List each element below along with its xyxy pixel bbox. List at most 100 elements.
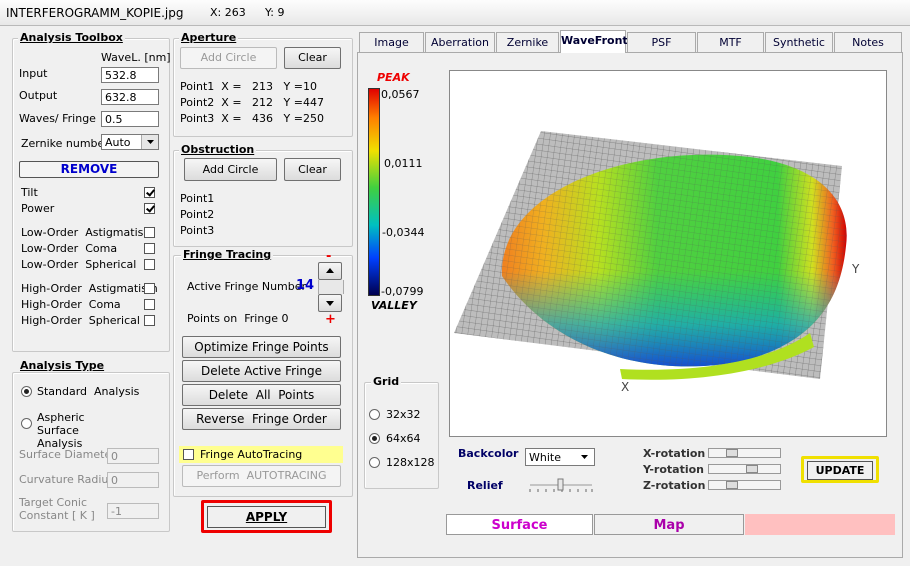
output-field[interactable]: 632.8 xyxy=(101,89,159,105)
view-tab[interactable]: Surface xyxy=(446,514,593,535)
checkbox[interactable] xyxy=(144,203,155,214)
tab[interactable]: Aberration xyxy=(425,32,495,52)
input-field: 0 xyxy=(107,472,159,488)
point-text: Point3 xyxy=(180,224,215,237)
slider-thumb[interactable] xyxy=(746,465,758,473)
tab[interactable]: Notes xyxy=(834,32,902,52)
tab[interactable]: Synthetic xyxy=(765,32,833,52)
checkbox-label: Power xyxy=(21,202,55,215)
delete-all-button[interactable]: Delete All Points xyxy=(182,384,341,406)
dropdown-arrow[interactable] xyxy=(577,450,593,464)
checkbox-label: High-Order Coma xyxy=(21,298,121,311)
checkbox-label: Low-Order Astigmatism xyxy=(21,226,155,239)
update-button[interactable]: UPDATE xyxy=(807,461,873,480)
plus-sign: + xyxy=(325,312,336,327)
group-title: Analysis Type xyxy=(18,359,107,372)
spin-down[interactable] xyxy=(318,294,342,312)
clear-button[interactable]: Clear xyxy=(284,47,341,69)
add-circle-button[interactable]: Add Circle xyxy=(184,158,277,181)
relief-slider[interactable] xyxy=(528,476,594,492)
view-tab[interactable]: Map xyxy=(594,514,744,535)
checkbox[interactable] xyxy=(144,227,155,238)
minus-sign: - xyxy=(326,249,332,264)
point-text: Point3 X = 436 Y =250 xyxy=(180,112,324,125)
color-bar xyxy=(368,88,380,296)
z-rotation-slider[interactable] xyxy=(708,480,781,490)
apply-frame[interactable]: APPLY xyxy=(201,500,332,533)
checkbox[interactable] xyxy=(144,315,155,326)
point-text: Point2 xyxy=(180,208,215,221)
peak-label: PEAK xyxy=(377,71,410,84)
checkbox[interactable] xyxy=(144,259,155,270)
radio[interactable] xyxy=(21,386,32,397)
delete-active-button[interactable]: Delete Active Fringe xyxy=(182,360,341,382)
axis-label-x: X xyxy=(621,380,629,394)
update-frame[interactable]: UPDATE xyxy=(801,456,879,483)
dropdown-arrow[interactable] xyxy=(141,135,158,149)
checkbox[interactable] xyxy=(144,299,155,310)
arrow-icon xyxy=(147,140,154,144)
slider-thumb[interactable] xyxy=(726,481,738,489)
checkbox[interactable] xyxy=(183,449,194,460)
axis-label-y: Y xyxy=(851,262,860,276)
tab[interactable]: Zernike xyxy=(496,32,559,52)
colorbar-tick: -0,0344 xyxy=(382,226,425,239)
arrow-icon xyxy=(326,301,334,306)
radio[interactable] xyxy=(369,409,380,420)
label: Y-rotation xyxy=(643,463,704,476)
point-text: Point2 X = 212 Y =447 xyxy=(180,96,324,109)
radio-label: 32x32 xyxy=(386,408,421,421)
analysis-type-group xyxy=(12,372,170,532)
radio-label: Aspheric Surface Analysis xyxy=(37,411,92,450)
input-field: 0 xyxy=(107,448,159,464)
tab[interactable]: PSF xyxy=(627,32,696,52)
label: Backcolor xyxy=(458,447,519,460)
radio[interactable] xyxy=(21,418,32,429)
group-title: Grid xyxy=(371,375,402,388)
tab[interactable]: MTF xyxy=(697,32,764,52)
group-title: Fringe Tracing xyxy=(181,248,274,261)
checkbox-label: High-Order Astigmatism xyxy=(21,282,158,295)
radio-label: Standard Analysis xyxy=(37,385,140,398)
colorbar-tick: 0,0111 xyxy=(384,157,423,170)
radio[interactable] xyxy=(369,457,380,468)
tab[interactable]: Image xyxy=(359,32,424,52)
add-circle-button: Add Circle xyxy=(180,47,277,69)
label: Curvature Radius xyxy=(19,473,115,486)
tab[interactable]: WaveFront xyxy=(560,30,628,53)
label: Output xyxy=(19,89,58,102)
slider-thumb[interactable] xyxy=(726,449,738,457)
label: Relief xyxy=(467,479,503,492)
checkbox[interactable] xyxy=(144,283,155,294)
label: Points on Fringe 0 xyxy=(187,312,289,325)
perform-button: Perform AUTOTRACING xyxy=(182,465,341,487)
grid-group xyxy=(364,382,439,489)
surface-skirt xyxy=(620,333,814,380)
spin-up[interactable] xyxy=(318,262,342,280)
point-text: Point1 X = 213 Y =10 xyxy=(180,80,317,93)
checkbox[interactable] xyxy=(144,243,155,254)
label: Zernike number xyxy=(21,137,109,150)
checkbox[interactable] xyxy=(144,187,155,198)
remove-button[interactable]: REMOVE xyxy=(19,161,159,178)
point-text: Point1 xyxy=(180,192,215,205)
label: Active Fringe Number xyxy=(187,280,307,293)
checkbox-label: Tilt xyxy=(21,186,38,199)
file-name: INTERFEROGRAMM_KOPIE.jpg xyxy=(6,6,184,20)
reverse-button[interactable]: Reverse Fringe Order xyxy=(182,408,341,430)
surface-plot: X Y xyxy=(449,70,887,437)
input-field[interactable]: 532.8 xyxy=(101,67,159,83)
radio[interactable] xyxy=(369,433,380,444)
x-rotation-slider[interactable] xyxy=(708,448,781,458)
backcolor-select[interactable]: White xyxy=(525,448,595,466)
apply-button[interactable]: APPLY xyxy=(207,506,326,528)
y-rotation-slider[interactable] xyxy=(708,464,781,474)
cursor-y: Y: 9 xyxy=(265,6,285,19)
label: Input xyxy=(19,67,48,80)
checkbox-label: High-Order Spherical xyxy=(21,314,140,327)
optimize-button[interactable]: Optimize Fringe Points xyxy=(182,336,341,358)
clear-button[interactable]: Clear xyxy=(284,158,341,181)
colorbar-tick: 0,0567 xyxy=(381,88,420,101)
waves-field[interactable]: 0.5 xyxy=(101,111,159,127)
arrow-icon xyxy=(326,268,334,273)
